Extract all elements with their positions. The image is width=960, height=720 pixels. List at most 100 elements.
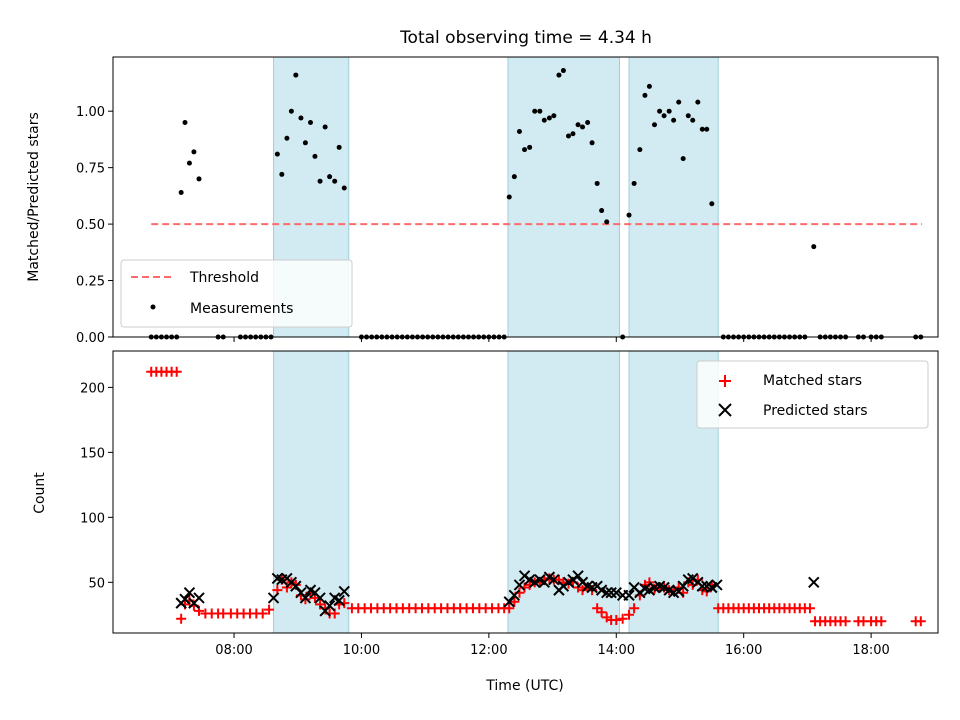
measurement-point [336, 144, 342, 150]
top-y-tick-label: 0.25 [76, 275, 105, 290]
matched-star-point [257, 608, 268, 619]
measurement-point [511, 174, 517, 180]
top-legend: Threshold Measurements [120, 259, 353, 328]
matched-star-point [176, 613, 187, 624]
x-tick-label: 16:00 [725, 643, 762, 658]
top-axes-frame [112, 56, 939, 338]
measurement-point [680, 156, 686, 162]
legend-predicted-label: Predicted stars [763, 403, 868, 419]
predicted-star-point [548, 574, 560, 586]
measurement-point [676, 99, 682, 105]
top-y-tick-label: 0.00 [76, 331, 105, 346]
bottom-y-axis-label: Count [32, 472, 48, 514]
measurement-point [546, 115, 552, 121]
measurement-point [575, 122, 581, 128]
measurement-point [293, 72, 299, 78]
measurement-point [279, 171, 285, 177]
measurement-point [341, 185, 347, 191]
measurement-point [695, 99, 701, 105]
measurement-point [506, 194, 512, 200]
x-tick-label: 14:00 [598, 643, 635, 658]
x-tick-label: 08:00 [215, 643, 252, 658]
predicted-star-point [179, 593, 191, 605]
measurement-point [186, 160, 192, 166]
matched-star-point [596, 607, 607, 618]
measurement-point [661, 113, 667, 119]
measurement-point [332, 178, 338, 184]
bottom-y-tick-label: 50 [88, 576, 105, 591]
measurement-point [690, 117, 696, 123]
x-tick-label: 12:00 [470, 643, 507, 658]
measurement-point [196, 176, 202, 182]
matched-star-point [611, 615, 622, 626]
measurement-point [288, 108, 294, 114]
measurement-point [516, 129, 522, 135]
matched-star-point [624, 609, 635, 620]
bottom-panel: 50 100 150 200 08:00 10:00 12:00 14:00 16:00 18:… [32, 350, 939, 694]
predicted-star-point [696, 580, 708, 592]
matched-star-point [840, 616, 851, 627]
measurement-point [652, 122, 658, 128]
predicted-star-point [314, 592, 326, 604]
measurement-point [527, 144, 533, 150]
predicted-star-point [572, 570, 584, 582]
top-x-ticks [233, 337, 872, 342]
legend-measurements-swatch [150, 304, 156, 310]
predicted-star-point [605, 587, 617, 599]
measurement-point [637, 147, 643, 153]
measurement-point [182, 119, 188, 125]
measurement-point [626, 212, 632, 218]
top-panel: 0.00 0.25 0.50 0.75 1.00 Matched/Predicted s… [26, 56, 939, 346]
measurement-point [307, 119, 313, 125]
matched-star-point [264, 604, 275, 615]
predicted-star-point [183, 587, 196, 599]
predicted-star-point [508, 589, 521, 602]
measurement-point [284, 135, 290, 141]
predicted-star-point [610, 587, 622, 599]
measurement-point [811, 244, 817, 250]
measurement-point [191, 149, 197, 155]
measurement-point [599, 208, 605, 214]
measurement-point [570, 131, 576, 137]
matched-star-point [509, 596, 520, 607]
measurement-point [532, 108, 538, 114]
matched-star-point [804, 603, 815, 614]
legend-measurements-label: Measurements [190, 301, 293, 317]
measurement-point [657, 108, 663, 114]
matched-star-point [171, 366, 182, 377]
measurement-point [327, 174, 333, 180]
predicted-star-point [601, 587, 613, 599]
measurement-point [709, 201, 715, 207]
measurement-point [704, 126, 710, 132]
legend-matched-label: Matched stars [763, 373, 862, 389]
top-y-ticks: 0.00 0.25 0.50 0.75 1.00 [76, 105, 113, 346]
bottom-y-tick-label: 200 [80, 381, 105, 396]
predicted-star-point [333, 594, 345, 607]
top-y-tick-label: 1.00 [76, 105, 105, 120]
matched-star-point [876, 616, 887, 627]
measurement-point [178, 189, 184, 195]
bottom-y-tick-label: 100 [80, 511, 105, 526]
top-legend-box [120, 259, 353, 328]
measurement-point [594, 180, 600, 186]
measurement-point [537, 108, 543, 114]
measurement-point [631, 180, 637, 186]
top-y-tick-label: 0.50 [76, 218, 105, 233]
measurement-point [522, 147, 528, 153]
top-shaded-interval-2 [628, 56, 719, 338]
legend-threshold-label: Threshold [189, 270, 259, 286]
measurement-point [298, 115, 304, 121]
measurement-point [302, 140, 308, 146]
measurement-point [322, 124, 328, 130]
predicted-star-point [513, 579, 526, 591]
measurement-point [699, 126, 705, 132]
measurement-point [274, 151, 280, 157]
measurement-point [685, 113, 691, 119]
measurement-point [585, 119, 591, 125]
legend-matched-swatch [719, 375, 731, 387]
bottom-legend: Matched stars Predicted stars [696, 360, 929, 429]
measurement-point [642, 92, 648, 98]
measurement-point [566, 133, 572, 139]
measurement-point [317, 178, 323, 184]
